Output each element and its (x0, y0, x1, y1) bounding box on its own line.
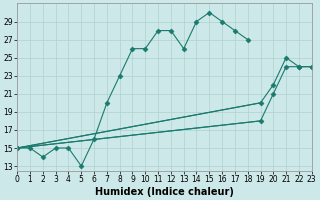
X-axis label: Humidex (Indice chaleur): Humidex (Indice chaleur) (95, 187, 234, 197)
